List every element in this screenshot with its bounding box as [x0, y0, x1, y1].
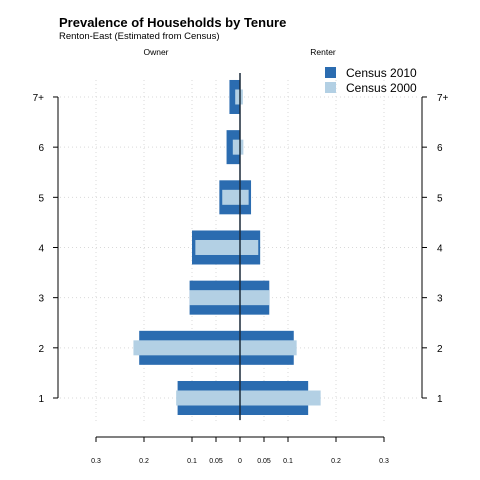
- series-census-2000: [133, 89, 321, 406]
- x-tick-label: 0.3: [379, 458, 389, 465]
- y-axis-left: 1 2 3 4 5 6 7+: [33, 93, 59, 405]
- bar-owner-census-2000-6: [232, 139, 240, 155]
- y-tick-label: 5: [38, 193, 44, 204]
- bar-renter-census-2000-5: [240, 189, 249, 205]
- x-tick-label: 0.1: [283, 458, 293, 465]
- y-tick-label: 3: [437, 294, 443, 305]
- y-tick-label: 4: [38, 243, 44, 254]
- x-tick-label: 0.05: [257, 458, 271, 465]
- x-tick-label: 0.1: [187, 458, 197, 465]
- bar-renter-census-2000-7: [240, 89, 243, 105]
- bar-owner-census-2000-7: [235, 89, 240, 105]
- x-tick-label: 0.05: [209, 458, 223, 465]
- x-tick-label: 0: [238, 458, 242, 465]
- y-tick-label: 2: [437, 344, 443, 355]
- y-tick-label: 2: [38, 344, 44, 355]
- x-tick-label: 0.3: [91, 458, 101, 465]
- y-tick-label: 6: [38, 143, 44, 154]
- y-tick-label: 4: [437, 243, 443, 254]
- y-tick-label: 6: [437, 143, 443, 154]
- y-tick-label: 3: [38, 294, 44, 305]
- y-axis-right: 1 2 3 4 5 6 7+: [421, 93, 449, 405]
- bar-renter-census-2000-1: [240, 390, 321, 406]
- legend-swatch-census-2000: [325, 82, 336, 93]
- bar-owner-census-2000-2: [133, 340, 240, 356]
- renter-label: Renter: [310, 47, 336, 57]
- owner-label: Owner: [143, 47, 168, 57]
- y-tick-label: 5: [437, 193, 443, 204]
- y-tick-label: 1: [437, 394, 443, 405]
- bar-owner-census-2000-1: [176, 390, 240, 406]
- bar-owner-census-2000-4: [195, 239, 240, 255]
- bar-renter-census-2000-2: [240, 340, 297, 356]
- y-tick-label: 7+: [33, 93, 45, 104]
- bar-owner-census-2010-7: [229, 79, 240, 114]
- x-tick-label: 0.2: [331, 458, 341, 465]
- legend: Census 2010 Census 2000: [325, 66, 417, 95]
- bar-renter-census-2000-6: [240, 139, 244, 155]
- bar-owner-census-2000-5: [222, 189, 240, 205]
- chart-subtitle: Renton-East (Estimated from Census): [59, 31, 220, 42]
- x-tick-label: 0.2: [139, 458, 149, 465]
- bar-renter-census-2000-4: [240, 239, 259, 255]
- legend-label-census-2010: Census 2010: [346, 66, 417, 80]
- chart-title: Prevalence of Households by Tenure: [59, 15, 286, 30]
- y-tick-label: 7+: [437, 93, 449, 104]
- bar-renter-census-2000-3: [240, 290, 270, 306]
- legend-label-census-2000: Census 2000: [346, 81, 417, 95]
- legend-swatch-census-2010: [325, 67, 336, 78]
- bar-owner-census-2000-3: [189, 290, 240, 306]
- x-axis: 0.3 0.2 0.1 0.05 0 0.05 0.1 0.2 0.3: [91, 436, 389, 465]
- y-tick-label: 1: [38, 394, 44, 405]
